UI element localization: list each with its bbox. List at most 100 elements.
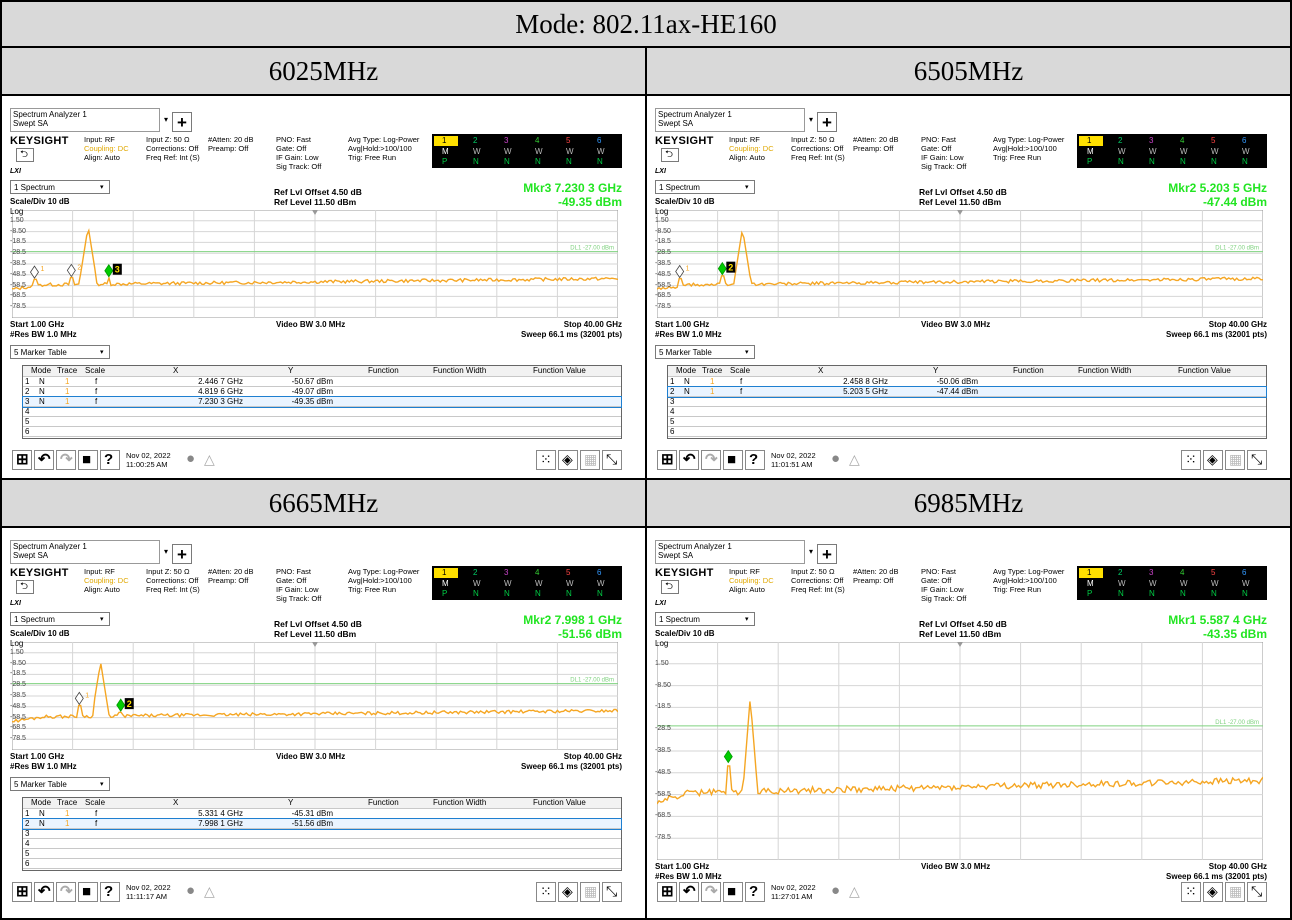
row-x: 2.458 8 GHz <box>843 377 888 386</box>
marker-table[interactable]: Mode Trace Scale X Y Function Function Width Fu… <box>667 365 1267 439</box>
add-screen-button[interactable]: + <box>817 112 837 132</box>
help-button[interactable]: ? <box>100 882 120 902</box>
help-button[interactable]: ? <box>100 450 120 470</box>
log-label: Log <box>655 639 669 648</box>
keypad-button[interactable]: ⁙ <box>1181 882 1201 902</box>
y-tick-label: -18.5 <box>655 238 671 246</box>
redo-button[interactable]: ↷ <box>56 450 76 470</box>
windows-button[interactable]: ⊞ <box>657 450 677 470</box>
windows-button[interactable]: ⊞ <box>12 882 32 902</box>
keypad-button[interactable]: ⁙ <box>536 882 556 902</box>
layout-button[interactable]: ▦ <box>1225 450 1245 470</box>
help-button[interactable]: ? <box>745 450 765 470</box>
add-screen-button[interactable]: + <box>172 112 192 132</box>
add-screen-button[interactable]: + <box>817 544 837 564</box>
preamp-label: Preamp: Off <box>853 576 894 585</box>
undo-button[interactable]: ↶ <box>679 450 699 470</box>
layout-button[interactable]: ▦ <box>580 450 600 470</box>
marker-table-select[interactable]: 5 Marker Table ▾ <box>10 345 110 359</box>
window-tab[interactable]: Spectrum Analyzer 1 Swept SA <box>655 540 805 564</box>
spectrum-select[interactable]: 1 Spectrum ▾ <box>10 180 110 194</box>
touch-button[interactable]: ◈ <box>1203 882 1223 902</box>
fullscreen-button[interactable]: ⤡ <box>602 882 622 902</box>
layout-button[interactable]: ▦ <box>1225 882 1245 902</box>
brand-logo: KEYSIGHT <box>655 135 714 147</box>
table-row[interactable]: 1 N 1 f 5.331 4 GHz -45.31 dBm <box>23 809 621 819</box>
table-row[interactable]: 4 <box>23 407 621 417</box>
fullscreen-button[interactable]: ⤡ <box>1247 882 1267 902</box>
spectrum-select[interactable]: 1 Spectrum ▾ <box>655 180 755 194</box>
folder-button[interactable]: ■ <box>78 450 98 470</box>
lxi-label: LXI <box>655 168 666 175</box>
table-row[interactable]: 5 <box>23 417 621 427</box>
touch-button[interactable]: ◈ <box>558 450 578 470</box>
window-tab[interactable]: Spectrum Analyzer 1 Swept SA <box>10 108 160 132</box>
y-tick-label: -28.5 <box>655 249 671 257</box>
trace-det: P <box>442 589 448 598</box>
fullscreen-button[interactable]: ⤡ <box>1247 450 1267 470</box>
table-row[interactable]: 4 <box>23 839 621 849</box>
local-button[interactable]: ⮌ <box>16 148 34 162</box>
panel-title-6985: 6985MHz <box>647 480 1290 526</box>
trace-mode: W <box>1118 579 1126 588</box>
folder-button[interactable]: ■ <box>723 882 743 902</box>
windows-button[interactable]: ⊞ <box>12 450 32 470</box>
window-tab[interactable]: Spectrum Analyzer 1 Swept SA <box>10 540 160 564</box>
keypad-button[interactable]: ⁙ <box>1181 450 1201 470</box>
table-row[interactable]: 1 N 1 f 2.446 7 GHz -50.67 dBm <box>23 377 621 387</box>
trace-det: P <box>1087 589 1093 598</box>
undo-button[interactable]: ↶ <box>34 882 54 902</box>
folder-button[interactable]: ■ <box>78 882 98 902</box>
keypad-button[interactable]: ⁙ <box>536 450 556 470</box>
touch-button[interactable]: ◈ <box>1203 450 1223 470</box>
marker-table-select[interactable]: 5 Marker Table ▾ <box>10 777 110 791</box>
marker-table-select[interactable]: 5 Marker Table ▾ <box>655 345 755 359</box>
spectrum-select[interactable]: 1 Spectrum ▾ <box>10 612 110 626</box>
table-row[interactable]: 2 N 1 f 4.819 6 GHz -49.07 dBm <box>23 387 621 397</box>
help-button[interactable]: ? <box>745 882 765 902</box>
touch-button[interactable]: ◈ <box>558 882 578 902</box>
alert-icon: △ <box>849 883 860 899</box>
table-row[interactable]: 3 <box>668 397 1266 407</box>
marker-table[interactable]: Mode Trace Scale X Y Function Function Width Fu… <box>22 797 622 871</box>
table-row[interactable]: 3 N 1 f 7.230 3 GHz -49.35 dBm <box>22 396 622 408</box>
layout-button[interactable]: ▦ <box>580 882 600 902</box>
table-row[interactable]: 5 <box>668 417 1266 427</box>
local-button[interactable]: ⮌ <box>661 580 679 594</box>
fullscreen-button[interactable]: ⤡ <box>602 450 622 470</box>
table-row[interactable]: 5 <box>23 849 621 859</box>
table-row[interactable]: 4 <box>668 407 1266 417</box>
table-row[interactable]: 3 <box>23 829 621 839</box>
trace-det: P <box>1087 157 1093 166</box>
res-bw-label: #Res BW 1.0 MHz <box>655 872 722 881</box>
spectrum-select[interactable]: 1 Spectrum ▾ <box>655 612 755 626</box>
table-row[interactable]: 6 <box>23 427 621 437</box>
table-row[interactable]: 2 N 1 f 7.998 1 GHz -51.56 dBm <box>22 818 622 830</box>
y-tick-label: 1.50 <box>655 659 669 667</box>
touch-icon: ◈ <box>562 451 573 467</box>
windows-button[interactable]: ⊞ <box>657 882 677 902</box>
local-button[interactable]: ⮌ <box>16 580 34 594</box>
redo-button[interactable]: ↷ <box>701 450 721 470</box>
trace-1-line <box>656 230 1264 291</box>
folder-button[interactable]: ■ <box>723 450 743 470</box>
table-row[interactable]: 6 <box>23 859 621 869</box>
window-tab[interactable]: Spectrum Analyzer 1 Swept SA <box>655 108 805 132</box>
plus-icon: + <box>822 113 832 132</box>
table-row[interactable]: 2 N 1 f 5.203 5 GHz -47.44 dBm <box>667 386 1267 398</box>
marker-table[interactable]: Mode Trace Scale X Y Function Function Width Fu… <box>22 365 622 439</box>
undo-button[interactable]: ↶ <box>679 882 699 902</box>
redo-button[interactable]: ↷ <box>701 882 721 902</box>
sig-track-label: Sig Track: Off <box>921 162 967 171</box>
undo-button[interactable]: ↶ <box>34 450 54 470</box>
coupling-label: Coupling: DC <box>84 576 129 585</box>
table-row[interactable]: 6 <box>668 427 1266 437</box>
local-button[interactable]: ⮌ <box>661 148 679 162</box>
redo-button[interactable]: ↷ <box>56 882 76 902</box>
table-row[interactable]: 1 N 1 f 2.458 8 GHz -50.06 dBm <box>668 377 1266 387</box>
add-screen-button[interactable]: + <box>172 544 192 564</box>
